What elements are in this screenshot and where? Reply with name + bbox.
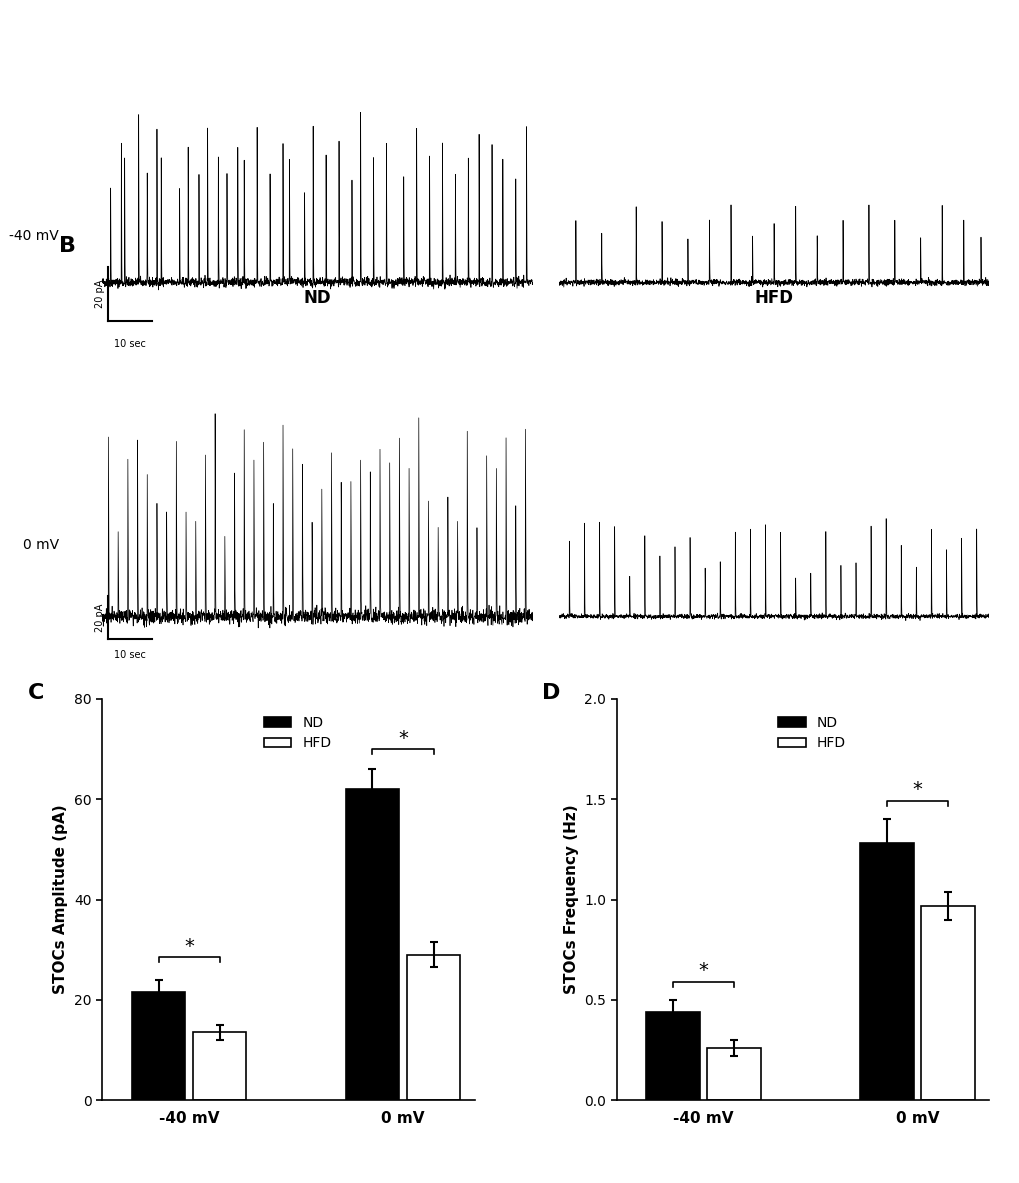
Bar bbox=[859, 843, 913, 1100]
Text: 10 sec: 10 sec bbox=[114, 340, 146, 349]
Bar bbox=[646, 1011, 699, 1100]
Bar bbox=[193, 1033, 247, 1100]
Y-axis label: STOCs Frequency (Hz): STOCs Frequency (Hz) bbox=[564, 804, 578, 995]
Text: 10 sec: 10 sec bbox=[114, 651, 146, 660]
Bar bbox=[407, 955, 460, 1100]
Text: 20 pA: 20 pA bbox=[95, 279, 105, 308]
Text: B: B bbox=[59, 237, 75, 256]
Text: C: C bbox=[28, 683, 44, 703]
Legend: ND, HFD: ND, HFD bbox=[258, 710, 337, 756]
Bar bbox=[345, 789, 398, 1100]
Text: 0 mV: 0 mV bbox=[22, 538, 59, 551]
Text: *: * bbox=[698, 961, 708, 980]
Text: ND: ND bbox=[304, 289, 331, 308]
Bar bbox=[131, 993, 185, 1100]
Text: HFD: HFD bbox=[754, 289, 793, 308]
Text: *: * bbox=[397, 729, 408, 748]
Text: *: * bbox=[184, 937, 194, 956]
Legend: ND, HFD: ND, HFD bbox=[771, 710, 851, 756]
Y-axis label: STOCs Amplitude (pA): STOCs Amplitude (pA) bbox=[53, 804, 68, 995]
Text: -40 mV: -40 mV bbox=[9, 230, 59, 243]
Text: D: D bbox=[541, 683, 559, 703]
Bar bbox=[707, 1048, 760, 1100]
Text: *: * bbox=[912, 781, 921, 800]
Text: 20 pA: 20 pA bbox=[95, 603, 105, 632]
Bar bbox=[920, 906, 974, 1100]
